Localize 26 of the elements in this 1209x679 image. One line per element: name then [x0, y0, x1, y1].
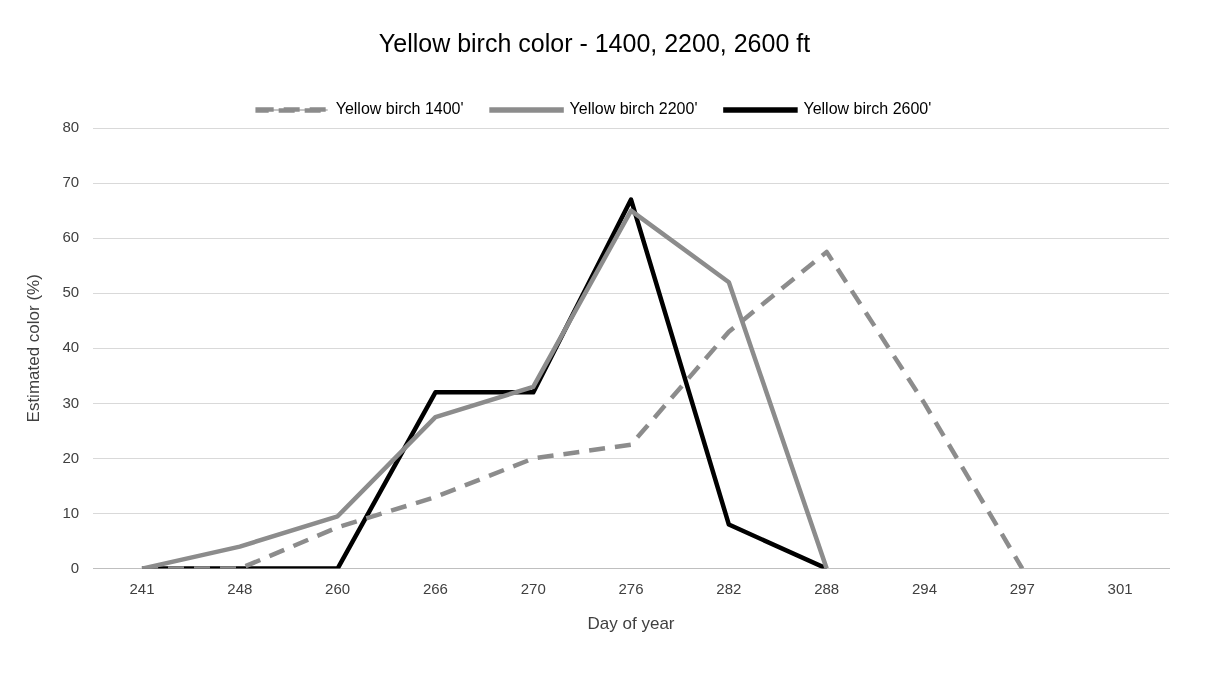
x-tick-label: 276 — [618, 579, 644, 597]
y-tick-label: 20 — [62, 448, 80, 466]
y-tick-label: 10 — [62, 503, 80, 521]
y-tick-label: 40 — [62, 338, 80, 356]
x-tick-label: 241 — [129, 579, 155, 597]
y-tick-label: 60 — [62, 228, 80, 246]
x-axis-title: Day of year — [587, 614, 675, 634]
y-tick-label: 30 — [62, 393, 80, 411]
x-tick-label: 270 — [520, 579, 546, 597]
legend-label: Yellow birch 1400' — [335, 100, 464, 118]
y-tick-label: 50 — [62, 283, 80, 301]
x-tick-label: 297 — [1009, 579, 1035, 597]
y-axis-title: Estimated color (%) — [23, 274, 43, 423]
x-tick-label: 260 — [325, 579, 351, 597]
chart-title: Yellow birch color - 1400, 2200, 2600 ft — [378, 28, 811, 57]
y-tick-label: 70 — [62, 173, 80, 191]
x-tick-label: 282 — [716, 579, 742, 597]
x-tick-label: 248 — [227, 579, 253, 597]
legend-label: Yellow birch 2600' — [803, 100, 932, 118]
x-tick-label: 294 — [911, 579, 937, 597]
y-tick-label: 80 — [62, 118, 80, 136]
y-tick-label: 0 — [70, 558, 80, 576]
x-tick-label: 288 — [814, 579, 840, 597]
x-tick-label: 301 — [1107, 579, 1133, 597]
x-tick-label: 266 — [422, 579, 448, 597]
legend-label: Yellow birch 2200' — [569, 100, 698, 118]
